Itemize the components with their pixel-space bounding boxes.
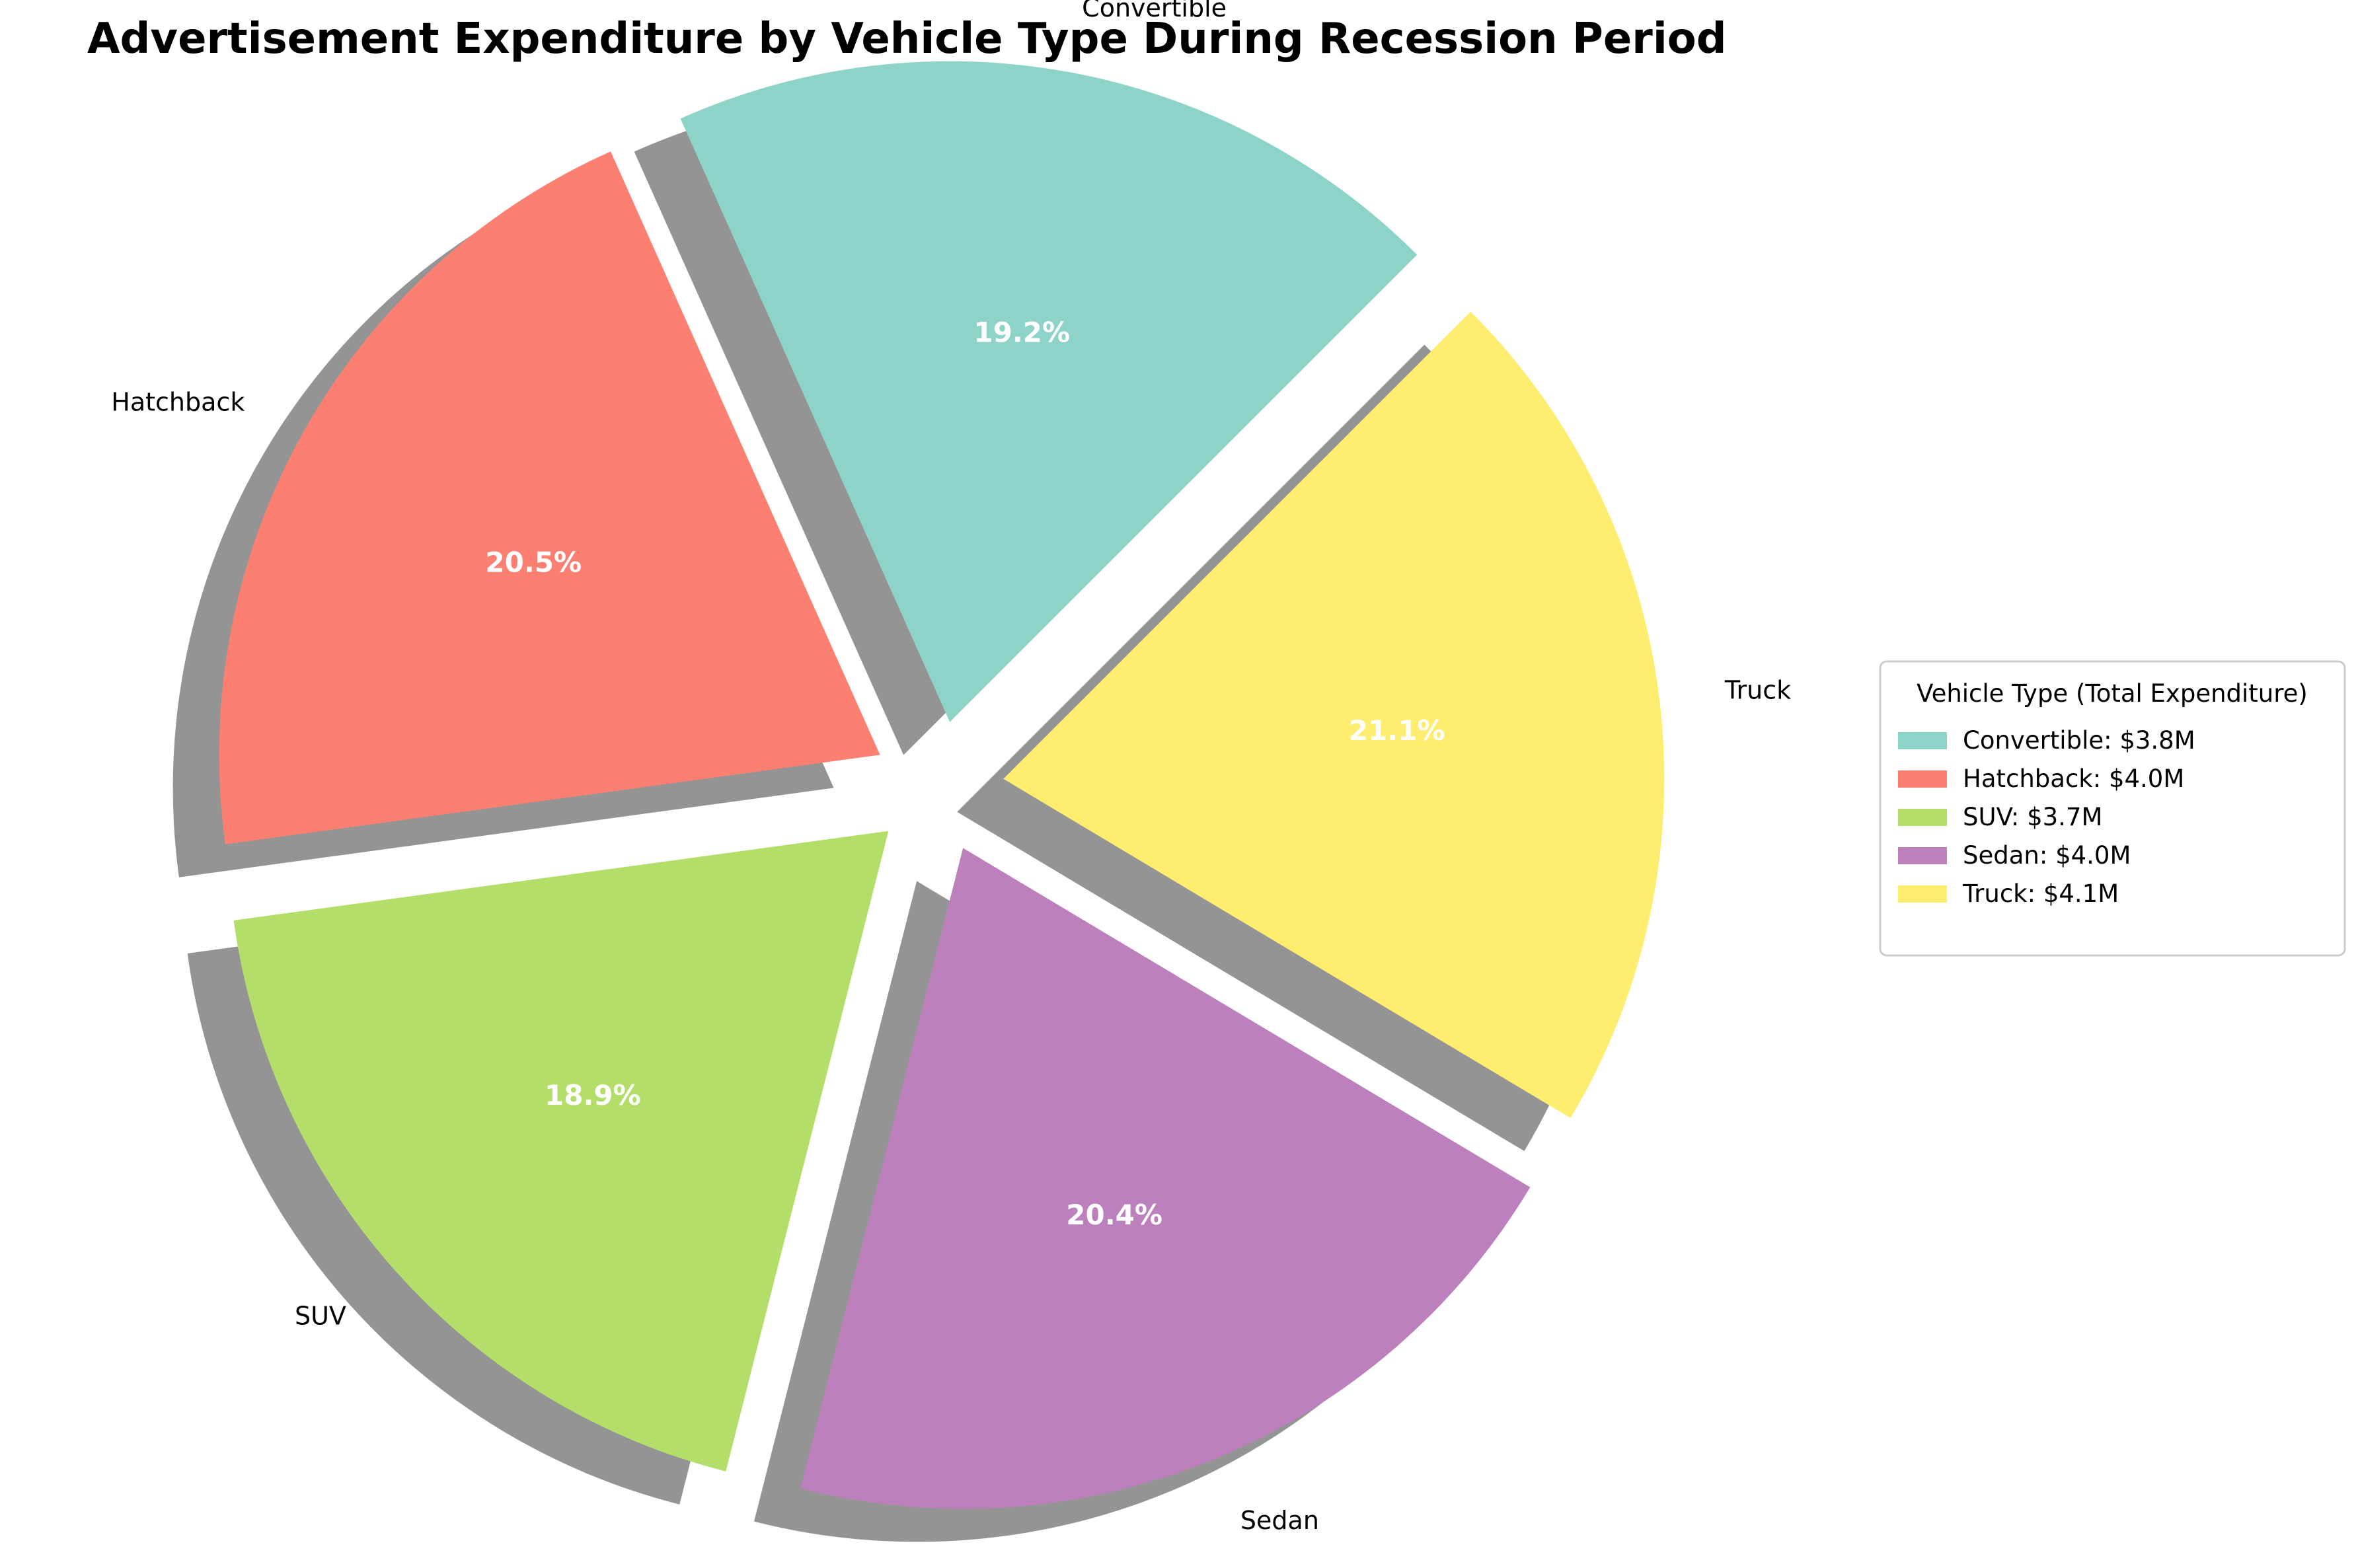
slice-label-truck: Truck [1724,676,1791,705]
legend-swatch-suv [1898,809,1947,826]
legend-entry-hatchback: Hatchback: $4.0M [1963,765,2184,793]
slice-sedan [800,848,1531,1509]
legend-entry-sedan: Sedan: $4.0M [1963,841,2131,870]
slice-truck [1003,311,1665,1119]
slice-label-suv: SUV [295,1301,346,1330]
percent-label-truck: 21.1% [1349,714,1445,747]
pie-slices [219,61,1665,1509]
percent-label-convertible: 19.2% [973,317,1070,349]
legend-entry-truck: Truck: $4.1M [1962,879,2119,908]
percent-label-hatchback: 20.5% [485,546,582,579]
legend-swatch-hatchback [1898,770,1947,788]
legend-frame [1879,660,2346,957]
slice-convertible [680,61,1418,722]
legend-entry-suv: SUV: $3.7M [1963,803,2102,831]
legend-swatch-convertible [1898,732,1947,749]
percent-label-sedan: 20.4% [1066,1199,1162,1231]
slice-labels: Convertible 19.2% Hatchback 20.5% SUV 18.9% Se… [111,0,1791,1535]
chart-title: Advertisement Expenditure by Vehicle Typ… [87,15,1727,63]
legend: Vehicle Type (Total Expenditure) Convert… [1879,660,2346,957]
legend-title: Vehicle Type (Total Expenditure) [1917,679,2308,708]
slice-label-convertible: Convertible [1082,0,1227,22]
slice-hatchback [219,151,880,844]
slice-label-sedan: Sedan [1240,1506,1319,1535]
legend-entry-convertible: Convertible: $3.8M [1963,726,2195,755]
legend-swatch-truck [1898,885,1947,903]
percent-label-suv: 18.9% [545,1079,641,1111]
legend-swatch-sedan [1898,847,1947,864]
slice-suv [233,831,889,1472]
slice-label-hatchback: Hatchback [111,388,245,417]
legend-entries: Convertible: $3.8M Hatchback: $4.0M SUV: $… [1898,726,2195,908]
